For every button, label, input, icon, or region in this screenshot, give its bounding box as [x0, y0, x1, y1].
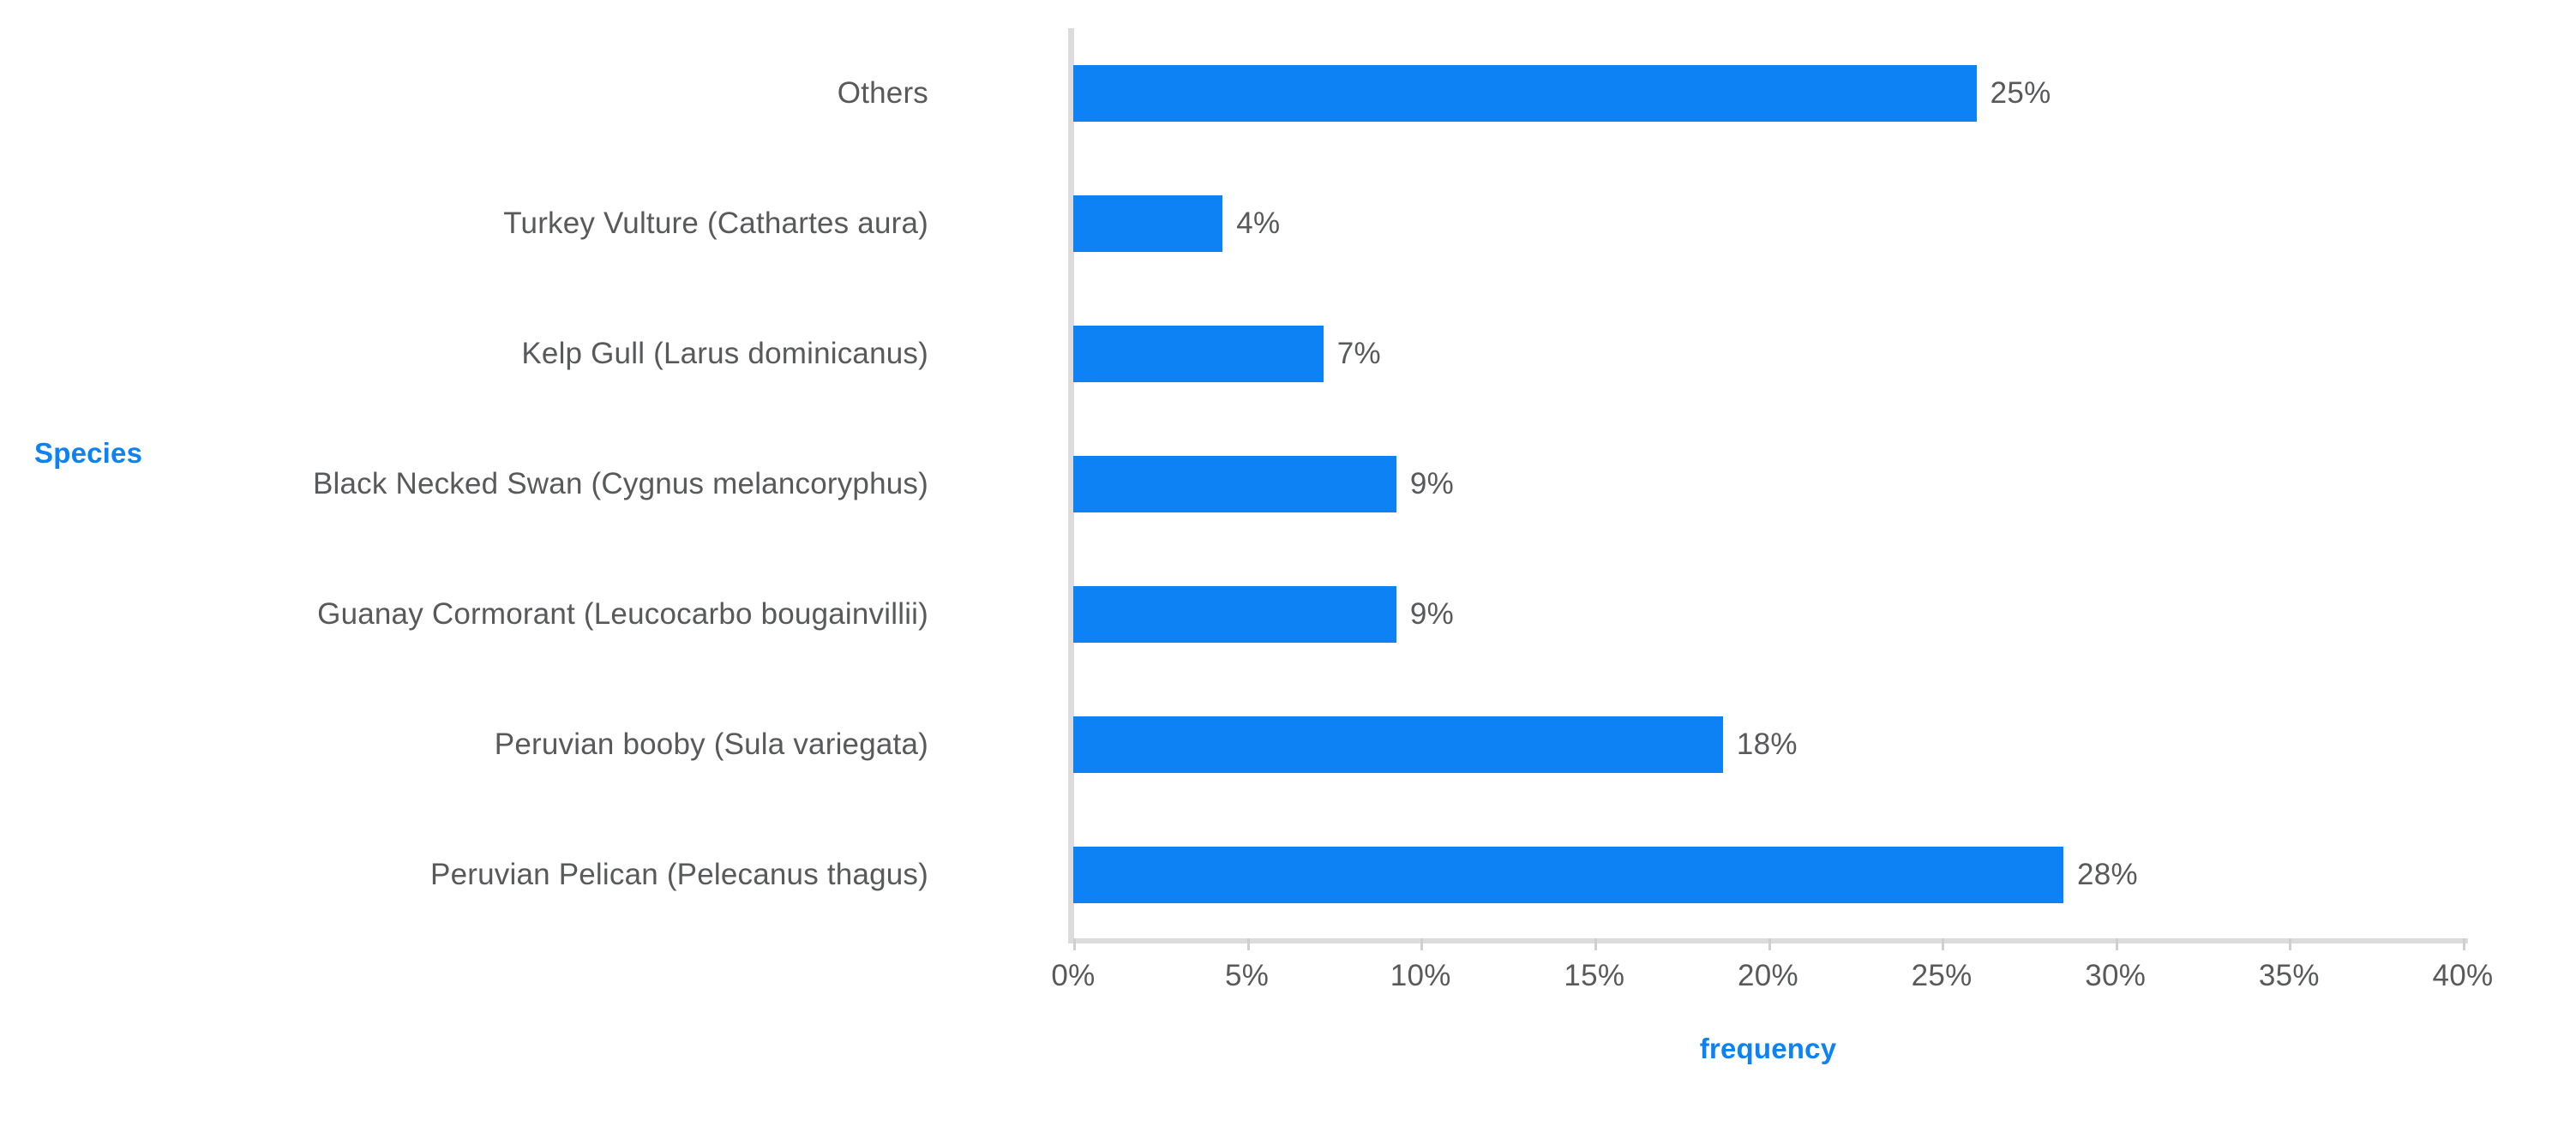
bar-track: 28% — [1073, 847, 2463, 903]
bar[interactable] — [1073, 326, 1324, 382]
category-label: Peruvian Pelican (Pelecanus thagus) — [430, 858, 928, 891]
x-axis-tick-label: 35% — [2258, 959, 2320, 992]
x-axis-tick — [2463, 938, 2465, 950]
bar-track: 4% — [1073, 195, 2463, 252]
bar-value-label: 9% — [1409, 467, 1455, 500]
category-label: Turkey Vulture (Cathartes aura) — [503, 207, 928, 240]
category-label: Guanay Cormorant (Leucocarbo bougainvill… — [317, 597, 928, 631]
x-axis-tick-label: 25% — [1911, 959, 1973, 992]
x-axis-tick — [1768, 938, 1771, 950]
bar-row: Guanay Cormorant (Leucocarbo bougainvill… — [317, 549, 2463, 680]
bar-row: Black Necked Swan (Cygnus melancoryphus)… — [313, 419, 2463, 549]
bar-track: 18% — [1073, 716, 2463, 773]
bar-track: 7% — [1073, 326, 2463, 382]
x-axis-tick-label: 20% — [1738, 959, 1798, 992]
x-axis-tick — [1420, 938, 1424, 950]
x-axis-tick — [1073, 938, 1076, 950]
x-axis-tick — [2115, 938, 2118, 950]
bar-value-label: 9% — [1409, 597, 1455, 631]
bar-value-label: 7% — [1336, 337, 1381, 370]
bar-track: 25% — [1073, 65, 2463, 122]
bar-value-label: 4% — [1236, 207, 1281, 240]
bar-row: Turkey Vulture (Cathartes aura) 4% — [503, 159, 2463, 289]
x-axis-tick — [1246, 938, 1250, 950]
bar-value-label: 28% — [2076, 858, 2138, 891]
x-axis-tick — [2289, 938, 2292, 950]
y-axis-line — [1068, 28, 1074, 938]
bar-value-label: 18% — [1736, 728, 1798, 761]
bar-row: Others 25% — [838, 28, 2463, 159]
x-axis-tick-label: 40% — [2432, 959, 2494, 992]
x-axis-tick-label: 30% — [2085, 959, 2147, 992]
category-label: Black Necked Swan (Cygnus melancoryphus) — [312, 467, 928, 500]
y-axis-title: Species — [34, 437, 143, 469]
category-label: Others — [837, 76, 928, 110]
x-axis-title: frequency — [1699, 1033, 1837, 1064]
bar[interactable] — [1073, 65, 1977, 122]
x-axis-tick-label: 0% — [1051, 959, 1096, 992]
bar-track: 9% — [1073, 456, 2463, 512]
bar[interactable] — [1073, 586, 1396, 643]
category-label: Peruvian booby (Sula variegata) — [494, 728, 928, 761]
plot-area: Others 25% Turkey Vulture (Cathartes aura)… — [313, 28, 2493, 1064]
bar[interactable] — [1073, 456, 1396, 512]
x-axis-tick-label: 10% — [1390, 959, 1451, 992]
bar-row: Kelp Gull (Larus dominicanus) 7% — [521, 289, 2463, 419]
x-axis-tick — [1942, 938, 1945, 950]
x-axis-tick-label: 5% — [1225, 959, 1270, 992]
x-axis-tick — [1594, 938, 1597, 950]
bar[interactable] — [1073, 716, 1723, 773]
bar[interactable] — [1073, 195, 1223, 252]
bar-row: Peruvian Pelican (Pelecanus thagus) 28% — [430, 810, 2463, 940]
bar[interactable] — [1073, 847, 2063, 903]
x-axis-tick-label: 15% — [1564, 959, 1625, 992]
bar-track: 9% — [1073, 586, 2463, 643]
category-label: Kelp Gull (Larus dominicanus) — [521, 337, 928, 370]
bar-row: Peruvian booby (Sula variegata) 18% — [495, 680, 2463, 810]
bar-value-label: 25% — [1990, 76, 2051, 110]
